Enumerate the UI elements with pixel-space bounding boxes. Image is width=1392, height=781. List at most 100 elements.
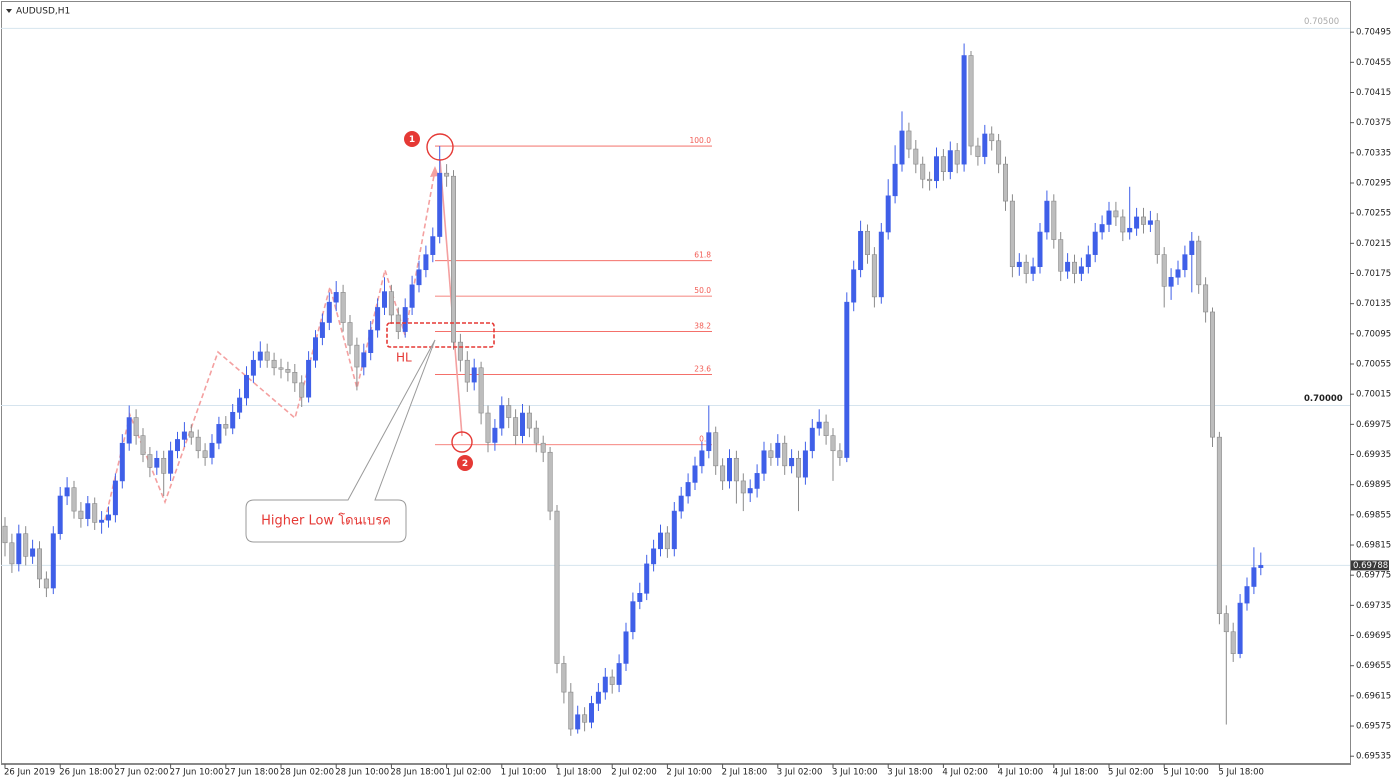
candle-body [43,578,49,589]
candle-body [9,542,15,565]
x-tick-label: 27 Jun 02:00 [114,768,168,778]
candle-body [968,55,974,147]
candle-body [1030,266,1036,274]
y-tick-label: 0.70215 [1356,239,1391,249]
candle-body [457,341,463,361]
candle-body [720,465,726,482]
candle-body [602,676,608,693]
level-label: 0.70000 [1304,394,1343,404]
y-tick-label: 0.70095 [1356,329,1391,339]
fibo-label: 50.0 [694,286,711,295]
candle-body [554,510,560,664]
candle-body [1223,613,1229,633]
candle-body [30,548,36,557]
marker-badge [404,131,420,147]
x-tick-label: 1 Jul 10:00 [501,768,547,778]
candle-body [388,291,394,316]
callout-bubble [245,339,436,543]
y-tick-label: 0.70295 [1356,178,1391,188]
candle-body [623,631,629,664]
x-tick-label: 2 Jul 10:00 [666,768,712,778]
candle-body [1009,200,1015,268]
candle-body [16,533,22,565]
candle-body [1134,216,1140,229]
candle-body [975,145,981,157]
candle-body [1099,224,1105,233]
menu-arrow [6,9,12,13]
candle-body [71,487,77,512]
y-tick-label: 0.69815 [1356,541,1391,551]
candle-body [892,163,898,197]
y-tick-label: 0.69975 [1356,420,1391,430]
candle-body [285,368,291,373]
candle-body [996,140,1002,165]
candle-body [499,405,505,429]
candle-body [485,412,491,443]
candle-body [906,130,912,150]
chart-title: AUDUSD,H1 [16,7,70,17]
candle-body [188,431,194,438]
candle-body [36,548,42,580]
candle-body [1244,586,1250,604]
candle-body [1216,436,1222,614]
candle-body [913,148,919,165]
candle-body [782,442,788,467]
candle-body [278,367,284,370]
candle-body [989,133,995,142]
candle-body [513,417,519,436]
candle-body [168,450,174,474]
candle-body [264,351,270,361]
candle-body [1058,239,1064,272]
candle-body [858,230,864,271]
y-tick-label: 0.69575 [1356,722,1391,732]
y-tick-label: 0.70335 [1356,148,1391,158]
candle-body [1016,261,1022,268]
candle-body [685,482,691,497]
candle-body [1092,231,1098,255]
fibonacci: 100.0 61.8 50.0 38.2 23.6 0.0 [435,136,712,446]
fibo-label: 61.8 [694,251,711,260]
y-tick-label: 0.70255 [1356,209,1391,219]
y-tick-label: 0.69695 [1356,631,1391,641]
candle-body [333,292,339,303]
candle-body [609,676,615,685]
candle-body [713,432,719,467]
candle-body [1210,311,1216,438]
candle-body [1196,240,1202,286]
candle-body [1065,261,1071,272]
candle-body [471,367,477,383]
candle-body [195,436,201,452]
x-tick-label: 4 Jul 10:00 [998,768,1044,778]
candle-body [789,457,795,467]
candle-body [250,359,256,376]
candle-body [637,592,643,602]
y-tick-label: 0.70055 [1356,360,1391,370]
candle-body [561,663,567,693]
candle-body [1168,276,1174,287]
candle-body [651,548,657,565]
candle-body [954,150,960,165]
current-price-tag [1351,560,1389,571]
candle-body [340,292,346,323]
candle-body [478,367,484,414]
candle-body [533,427,539,444]
candle-body [1044,200,1050,233]
y-tick-label: 0.70375 [1356,118,1391,128]
candle-body [112,480,118,516]
candle-body [1120,216,1126,233]
candle-body [326,301,332,323]
candle-body [630,601,636,633]
candle-body [154,457,160,468]
candle-body [871,254,877,298]
marker-badge [457,455,473,471]
candle-body [133,417,139,436]
x-tick-label: 26 Jun 18:00 [59,768,113,778]
candle-body [664,532,670,550]
candle-body [885,195,891,233]
y-tick-label: 0.70455 [1356,58,1391,68]
candle-body [23,533,29,557]
x-tick-label: 26 Jun 2019 [4,768,55,778]
candle-body [768,450,774,458]
